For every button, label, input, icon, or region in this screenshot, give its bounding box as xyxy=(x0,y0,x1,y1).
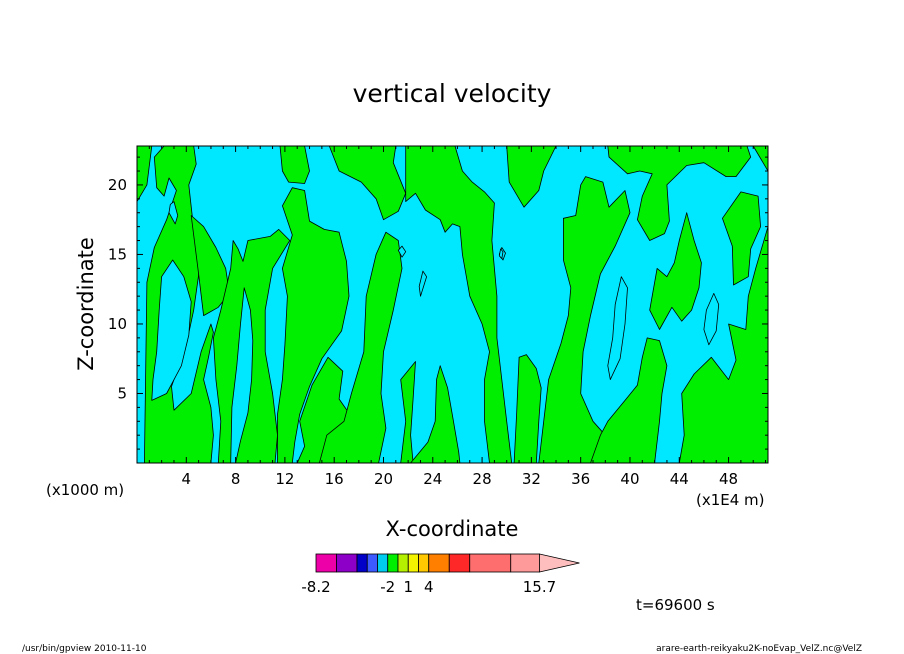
negative-island-5 xyxy=(397,245,407,258)
colorbar-tick-label: 4 xyxy=(424,578,434,596)
x-tick-label: 40 xyxy=(620,470,639,488)
plot-frame xyxy=(136,145,769,464)
positive-region-10 xyxy=(400,361,416,463)
positive-region-13 xyxy=(506,146,557,208)
x-tick-label: 16 xyxy=(325,470,344,488)
positive-region-8 xyxy=(279,146,310,184)
y-tick-label: 20 xyxy=(108,176,127,194)
colorbar-segment xyxy=(356,553,368,573)
x-tick-label: 36 xyxy=(571,470,590,488)
x-tick-label: 28 xyxy=(473,470,492,488)
y-tick-label: 15 xyxy=(108,245,127,263)
time-label: t=69600 s xyxy=(636,596,715,614)
x-tick-label: 24 xyxy=(423,470,442,488)
y-axis-ticks: 5 10 15 20 xyxy=(108,156,768,450)
positive-region-9 xyxy=(328,146,407,221)
negative-island-4 xyxy=(607,276,628,380)
colorbar-segment xyxy=(510,553,540,573)
positive-region-17 xyxy=(590,337,668,463)
negative-island-8 xyxy=(418,270,427,297)
y-tick-label: 10 xyxy=(108,315,127,333)
colorbar-segment xyxy=(377,553,389,573)
positive-region-5 xyxy=(277,187,350,463)
plot-area xyxy=(137,146,768,463)
positive-region-11 xyxy=(410,365,461,463)
negative-island-9 xyxy=(498,248,504,259)
colorbar-arrow xyxy=(539,553,580,573)
positive-region-7 xyxy=(319,231,403,463)
positive-region-20 xyxy=(722,191,761,286)
x-axis-ticks: 4 8 12 16 20 24 28 32 36 40 44 48 xyxy=(148,146,767,488)
colorbar-segment xyxy=(387,553,399,573)
y-axis-label: Z-coordinate xyxy=(74,237,98,371)
footer-left: /usr/bin/gpview 2010-11-10 xyxy=(22,644,147,654)
colorbar xyxy=(315,553,580,573)
positive-region-1 xyxy=(137,146,153,463)
negative-velocity-islands xyxy=(151,201,720,463)
colorbar-segment xyxy=(315,553,337,573)
colorbar-segment xyxy=(418,553,430,573)
negative-island-7 xyxy=(703,293,720,346)
colorbar-tick-label: -8.2 xyxy=(301,578,330,596)
colorbar-tick-label: 1 xyxy=(403,578,413,596)
colorbar-tick-label: 15.7 xyxy=(523,578,556,596)
positive-region-15 xyxy=(538,176,631,463)
positive-region-19 xyxy=(678,226,768,463)
positive-velocity-regions xyxy=(137,146,768,463)
positive-region-12 xyxy=(405,146,513,463)
x-tick-label: 44 xyxy=(670,470,689,488)
positive-region-21 xyxy=(752,146,768,172)
x-tick-label: 48 xyxy=(719,470,738,488)
footer-right: arare-earth-reikyaku2K-noEvap_VelZ.nc@Ve… xyxy=(656,644,862,654)
colorbar-segment xyxy=(366,553,378,573)
colorbar-segment xyxy=(448,553,471,573)
x-tick-label: 32 xyxy=(522,470,541,488)
chart-title: vertical velocity xyxy=(353,79,552,108)
colorbar-segment xyxy=(336,553,358,573)
x-unit-left: (x1000 m) xyxy=(46,481,124,499)
colorbar-segment xyxy=(469,553,512,573)
x-tick-label: 8 xyxy=(231,470,241,488)
negative-island-1 xyxy=(151,259,192,401)
colorbar-tick-labels: -8.2 -2 1 4 15.7 xyxy=(301,578,556,596)
x-tick-label: 20 xyxy=(374,470,393,488)
x-axis-label: X-coordinate xyxy=(386,517,519,541)
negative-island-2 xyxy=(168,201,179,225)
y-tick-label: 5 xyxy=(117,384,127,402)
positive-region-14 xyxy=(513,354,542,463)
x-unit-right: (x1E4 m) xyxy=(696,491,765,509)
colorbar-segment xyxy=(428,553,450,573)
colorbar-segment xyxy=(397,553,409,573)
negative-island-3 xyxy=(230,287,254,463)
x-tick-label: 4 xyxy=(182,470,192,488)
x-tick-label: 12 xyxy=(275,470,294,488)
colorbar-tick-label: -2 xyxy=(380,578,395,596)
colorbar-segment xyxy=(407,553,419,573)
positive-region-18 xyxy=(649,212,702,330)
positive-region-16 xyxy=(607,146,752,241)
